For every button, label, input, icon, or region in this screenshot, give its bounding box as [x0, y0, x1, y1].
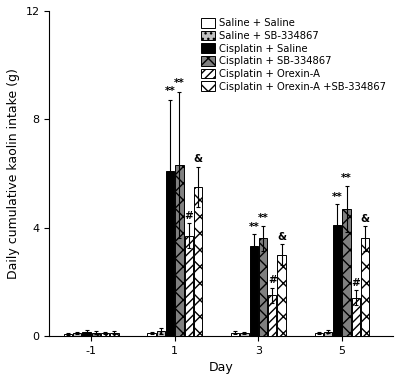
Bar	[175, 165, 184, 336]
Bar	[259, 239, 267, 336]
Y-axis label: Daily cumulative kaolin intake (g): Daily cumulative kaolin intake (g)	[7, 68, 20, 279]
Bar	[352, 298, 360, 336]
Text: #: #	[352, 278, 360, 288]
Bar	[314, 333, 323, 336]
Text: **: **	[174, 78, 185, 88]
X-axis label: Day: Day	[209, 361, 234, 374]
Bar	[184, 235, 193, 336]
Bar	[268, 295, 276, 336]
Bar	[250, 247, 258, 336]
Text: &: &	[277, 232, 286, 242]
Bar	[278, 255, 286, 336]
Text: **: **	[248, 222, 259, 232]
Text: **: **	[341, 173, 352, 183]
Bar	[324, 332, 332, 336]
Bar	[166, 171, 174, 336]
Bar	[231, 333, 239, 336]
Text: #: #	[268, 275, 277, 285]
Bar	[157, 331, 165, 336]
Bar	[147, 333, 156, 336]
Bar	[240, 333, 249, 336]
Text: &: &	[361, 214, 370, 224]
Bar	[333, 225, 342, 336]
Bar	[64, 334, 72, 336]
Bar	[194, 187, 202, 336]
Text: **: **	[332, 192, 343, 202]
Bar	[110, 333, 118, 336]
Text: #: #	[184, 211, 193, 221]
Text: **: **	[165, 86, 176, 96]
Bar	[92, 333, 100, 336]
Bar	[82, 332, 91, 336]
Text: &: &	[194, 154, 202, 165]
Text: **: **	[258, 213, 268, 223]
Bar	[101, 333, 109, 336]
Bar	[342, 208, 351, 336]
Bar	[73, 333, 81, 336]
Legend: Saline + Saline, Saline + SB-334867, Cisplatin + Saline, Cisplatin + SB-334867, : Saline + Saline, Saline + SB-334867, Cis…	[199, 16, 388, 94]
Bar	[361, 239, 369, 336]
